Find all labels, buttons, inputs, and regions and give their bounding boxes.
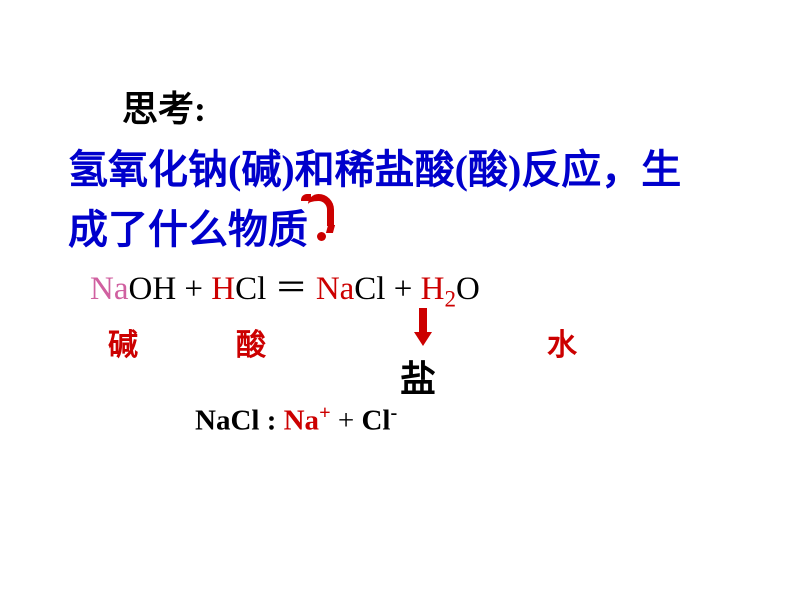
ion-equation: NaCl : Na+ + Cl- xyxy=(195,402,397,438)
question-text: 氢氧化钠(碱)和稀盐酸(酸)反应，生 成了什么物质 xyxy=(68,140,748,260)
nacl-prefix: NaCl : xyxy=(195,405,284,437)
cl-reactant: Cl xyxy=(235,271,266,307)
na-product: Na xyxy=(316,271,354,307)
h2: H xyxy=(421,271,445,307)
label-salt: 盐 xyxy=(400,350,436,402)
qm-curve xyxy=(308,194,334,226)
cl-ion: Cl xyxy=(361,405,390,437)
question-mark-icon xyxy=(308,194,334,241)
slide-content: 思考: 氢氧化钠(碱)和稀盐酸(酸)反应，生 成了什么物质 NaOH + HCl… xyxy=(0,0,794,596)
oh: OH xyxy=(128,271,176,307)
o-product: O xyxy=(456,271,480,307)
sub-2: 2 xyxy=(444,286,456,312)
arrow-head xyxy=(414,332,432,346)
question-line-2: 成了什么物质 xyxy=(68,207,308,252)
equals-sign: ＝ xyxy=(266,271,316,307)
plus-1: + xyxy=(176,271,211,307)
na-charge: + xyxy=(319,402,331,424)
na-ion: Na xyxy=(284,405,319,437)
label-base: 碱 xyxy=(108,320,138,364)
label-water: 水 xyxy=(547,320,577,364)
question-line-1: 氢氧化钠(碱)和稀盐酸(酸)反应，生 xyxy=(68,147,681,192)
plus-2: + xyxy=(385,271,420,307)
cl-charge: - xyxy=(390,402,397,424)
chemical-equation: NaOH + HCl ＝ NaCl + H2O xyxy=(90,261,480,313)
h-reactant: H xyxy=(211,271,235,307)
cl-product: Cl xyxy=(354,271,385,307)
arrow-down-icon xyxy=(416,308,430,346)
ion-plus: + xyxy=(331,405,362,437)
na-reactant: Na xyxy=(90,271,128,307)
label-acid: 酸 xyxy=(236,320,266,364)
section-title: 思考: xyxy=(122,80,206,132)
qm-dot xyxy=(317,232,326,241)
